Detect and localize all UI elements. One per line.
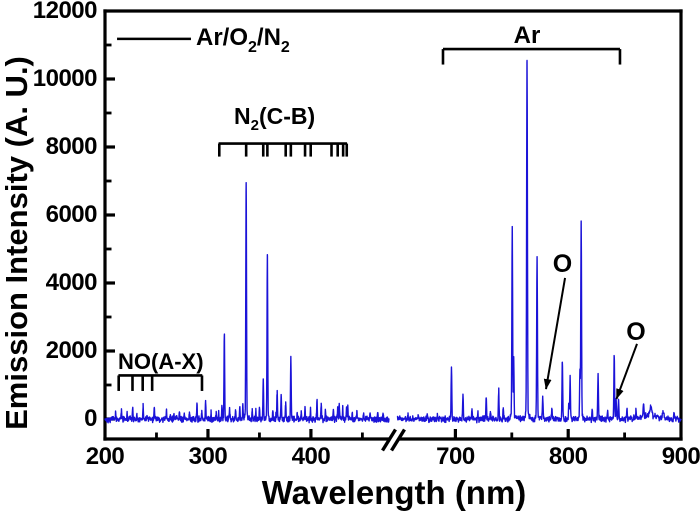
x-tick-label: 300 (189, 443, 228, 470)
y-tick-label: 10000 (33, 65, 97, 92)
no-band-label: NO(A-X) (118, 349, 204, 374)
legend-label: Ar/O2/N2 (196, 24, 290, 56)
y-tick-label: 2000 (46, 337, 98, 364)
tick-labels: 0 2000 4000 6000 8000 10000 12000 200 300 400 700 8… (33, 0, 700, 470)
spectrum-trace-segment-2 (396, 59, 682, 424)
o-line-label-1: O (553, 250, 572, 278)
n2-band-label: N2(C-B) (234, 103, 315, 134)
x-tick-label: 200 (86, 443, 125, 470)
x-tick-label: 800 (549, 443, 588, 470)
x-tick-label: 400 (292, 443, 331, 470)
axis-break-slash (390, 428, 406, 452)
y-tick-label: 6000 (46, 201, 98, 228)
x-tick-label: 900 (662, 443, 700, 470)
o-arrow-1 (543, 277, 567, 390)
spectrum-trace (104, 59, 682, 424)
y-tick-label: 0 (84, 405, 97, 432)
x-axis-title: Wavelength (nm) (262, 474, 527, 511)
annotation-lines (117, 37, 638, 400)
y-tick-label: 8000 (46, 133, 98, 160)
o-arrow-2 (615, 343, 638, 400)
y-tick-label: 4000 (46, 269, 98, 296)
y-axis-title: Emission Intensity (A. U.) (0, 56, 34, 430)
spectrum-trace-segment-1 (104, 181, 390, 424)
x-tick-label: 700 (436, 443, 475, 470)
axes (103, 9, 683, 452)
axis-break-slash (381, 428, 397, 452)
o-line-label-2: O (626, 318, 645, 346)
ar-bracket-label: Ar (514, 22, 541, 49)
y-tick-label: 12000 (33, 0, 97, 24)
